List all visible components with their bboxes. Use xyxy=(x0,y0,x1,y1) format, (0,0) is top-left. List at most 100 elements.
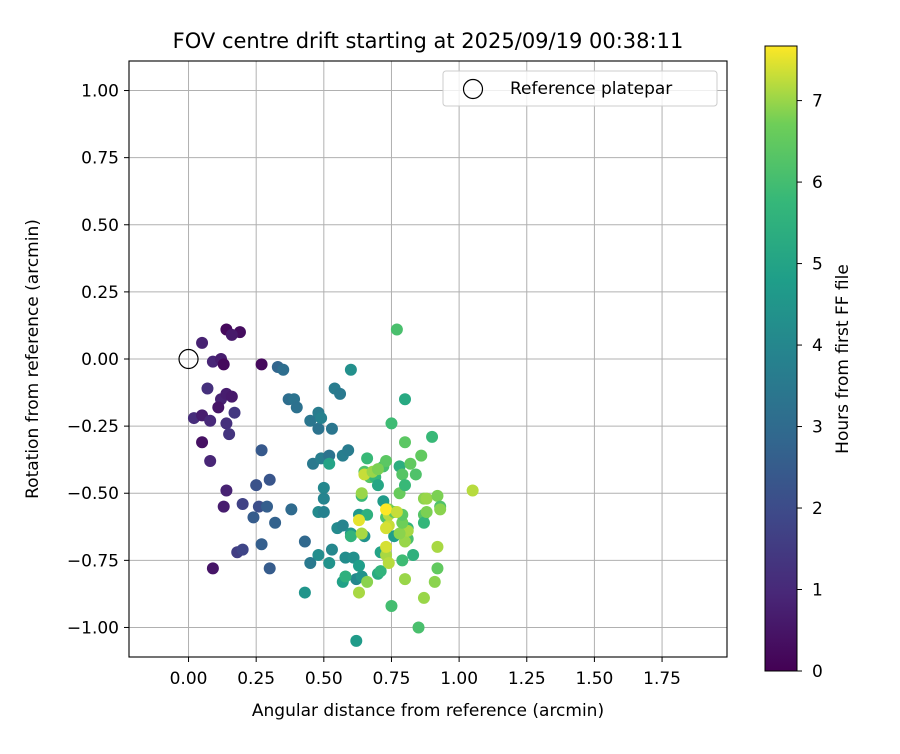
data-point xyxy=(263,473,276,486)
x-tick-label: 1.00 xyxy=(440,669,478,689)
data-points xyxy=(187,323,479,647)
data-point xyxy=(420,492,433,505)
data-point xyxy=(399,573,411,586)
colorbar-tick-label: 0 xyxy=(812,662,823,682)
data-point xyxy=(236,543,249,556)
data-point xyxy=(407,548,420,561)
data-point xyxy=(206,562,219,575)
y-tick-label: 0.75 xyxy=(81,149,119,169)
x-tick-label: 1.50 xyxy=(575,669,613,689)
y-tick-label: 0.25 xyxy=(81,283,119,303)
data-point xyxy=(399,479,411,492)
data-point xyxy=(220,484,233,497)
data-point xyxy=(399,393,411,406)
data-point xyxy=(255,358,268,371)
data-point xyxy=(417,516,430,529)
data-point xyxy=(415,449,428,462)
data-point xyxy=(404,457,417,470)
y-tick-label: −0.25 xyxy=(67,417,119,437)
data-point xyxy=(434,503,447,516)
data-point xyxy=(428,575,441,588)
data-point xyxy=(217,500,230,513)
data-point xyxy=(417,591,430,604)
data-point xyxy=(339,570,352,583)
x-tick-label: 0.00 xyxy=(170,669,208,689)
data-point xyxy=(304,414,317,427)
data-point xyxy=(277,363,290,376)
data-point xyxy=(350,634,363,647)
data-point xyxy=(201,382,214,395)
legend: Reference platepar xyxy=(442,70,718,107)
data-point xyxy=(220,417,233,430)
data-point xyxy=(315,412,328,425)
data-point xyxy=(317,492,330,505)
data-point xyxy=(355,527,368,540)
data-point xyxy=(325,422,338,435)
data-point xyxy=(212,401,225,414)
y-tick-label: −0.50 xyxy=(67,484,119,504)
data-point xyxy=(225,328,238,341)
grid xyxy=(129,61,727,657)
data-point xyxy=(396,468,409,481)
data-point xyxy=(431,489,444,502)
y-axis-label: Rotation from reference (arcmin) xyxy=(23,219,43,499)
data-point xyxy=(380,522,393,535)
colorbar xyxy=(764,45,798,672)
chart-title: FOV centre drift starting at 2025/09/19 … xyxy=(173,29,684,53)
data-point xyxy=(371,479,384,492)
x-tick-label: 0.75 xyxy=(373,669,411,689)
data-point xyxy=(225,390,238,403)
x-tick-label: 1.75 xyxy=(643,669,681,689)
data-point xyxy=(223,428,236,441)
data-point xyxy=(312,548,325,561)
data-point xyxy=(323,457,336,470)
data-point xyxy=(344,530,357,543)
reference-point-marker xyxy=(178,348,199,370)
data-point xyxy=(196,336,209,349)
x-axis-label: Angular distance from reference (arcmin) xyxy=(252,701,604,721)
data-point xyxy=(344,363,357,376)
data-point xyxy=(466,484,479,497)
x-tick-label: 1.25 xyxy=(508,669,546,689)
data-point xyxy=(255,538,268,551)
x-tick-label: 0.50 xyxy=(305,669,343,689)
data-point xyxy=(263,562,276,575)
data-point xyxy=(255,444,268,457)
data-point xyxy=(298,586,311,599)
colorbar-tick-label: 2 xyxy=(812,499,823,519)
y-tick-label: −1.00 xyxy=(67,618,119,638)
data-point xyxy=(380,503,393,516)
data-point xyxy=(396,554,409,567)
data-point xyxy=(353,586,365,599)
data-point xyxy=(298,535,311,548)
x-axis-ticks: 0.00 0.25 0.50 0.75 1.00 1.25 1.50 1.75 xyxy=(170,657,681,689)
data-point xyxy=(361,575,374,588)
data-point xyxy=(385,417,398,430)
data-point xyxy=(380,455,393,468)
data-point xyxy=(261,500,273,513)
data-point xyxy=(228,406,241,419)
data-point xyxy=(420,506,433,519)
colorbar-ticks: 0 1 2 3 4 5 6 7 xyxy=(797,92,823,682)
data-point xyxy=(336,519,349,532)
legend-box xyxy=(442,70,718,107)
data-point xyxy=(431,540,444,553)
data-point xyxy=(399,436,411,449)
data-point xyxy=(317,481,330,494)
data-point xyxy=(342,444,355,457)
legend-label: Reference platepar xyxy=(510,79,672,99)
y-axis-ticks: 1.00 0.75 0.50 0.25 0.00 −0.25 −0.50 −0.75 −1.00 xyxy=(67,82,129,638)
data-point xyxy=(426,430,439,443)
data-point xyxy=(236,497,249,510)
y-tick-label: 0.50 xyxy=(81,216,119,236)
data-point xyxy=(353,559,365,572)
data-point xyxy=(385,599,398,612)
data-point xyxy=(361,452,374,465)
legend-marker-icon xyxy=(462,78,484,100)
data-point xyxy=(334,387,347,400)
data-point xyxy=(290,401,303,414)
data-point xyxy=(204,414,217,427)
data-point xyxy=(390,323,403,336)
